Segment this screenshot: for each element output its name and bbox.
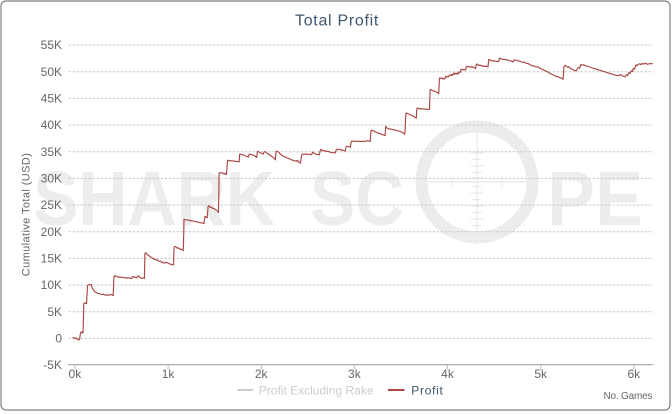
svg-text:1k: 1k bbox=[162, 367, 176, 381]
svg-text:SHARK: SHARK bbox=[33, 156, 275, 242]
svg-text:5k: 5k bbox=[534, 367, 548, 381]
svg-text:15K: 15K bbox=[41, 251, 62, 265]
svg-text:5K: 5K bbox=[47, 305, 62, 319]
svg-text:20K: 20K bbox=[41, 225, 62, 239]
svg-text:3k: 3k bbox=[348, 367, 362, 381]
svg-text:Profit: Profit bbox=[411, 383, 443, 397]
svg-text:55K: 55K bbox=[41, 38, 62, 52]
svg-text:-5K: -5K bbox=[43, 358, 62, 372]
svg-text:0k: 0k bbox=[69, 367, 83, 381]
svg-text:40K: 40K bbox=[41, 118, 62, 132]
svg-text:Total Profit: Total Profit bbox=[295, 13, 379, 30]
svg-text:No. Games: No. Games bbox=[604, 391, 653, 402]
svg-text:35K: 35K bbox=[41, 145, 62, 159]
svg-text:Profit Excluding Rake: Profit Excluding Rake bbox=[259, 383, 374, 397]
svg-text:10K: 10K bbox=[41, 278, 62, 292]
svg-text:2k: 2k bbox=[255, 367, 269, 381]
svg-text:Cumulative Total (USD): Cumulative Total (USD) bbox=[21, 153, 33, 277]
svg-text:0: 0 bbox=[55, 331, 62, 345]
svg-text:45K: 45K bbox=[41, 91, 62, 105]
svg-text:50K: 50K bbox=[41, 65, 62, 79]
svg-text:6k: 6k bbox=[627, 367, 641, 381]
svg-text:PE: PE bbox=[547, 156, 643, 242]
svg-text:25K: 25K bbox=[41, 198, 62, 212]
svg-text:30K: 30K bbox=[41, 171, 62, 185]
svg-text:4k: 4k bbox=[441, 367, 455, 381]
svg-text:SC: SC bbox=[310, 156, 404, 242]
